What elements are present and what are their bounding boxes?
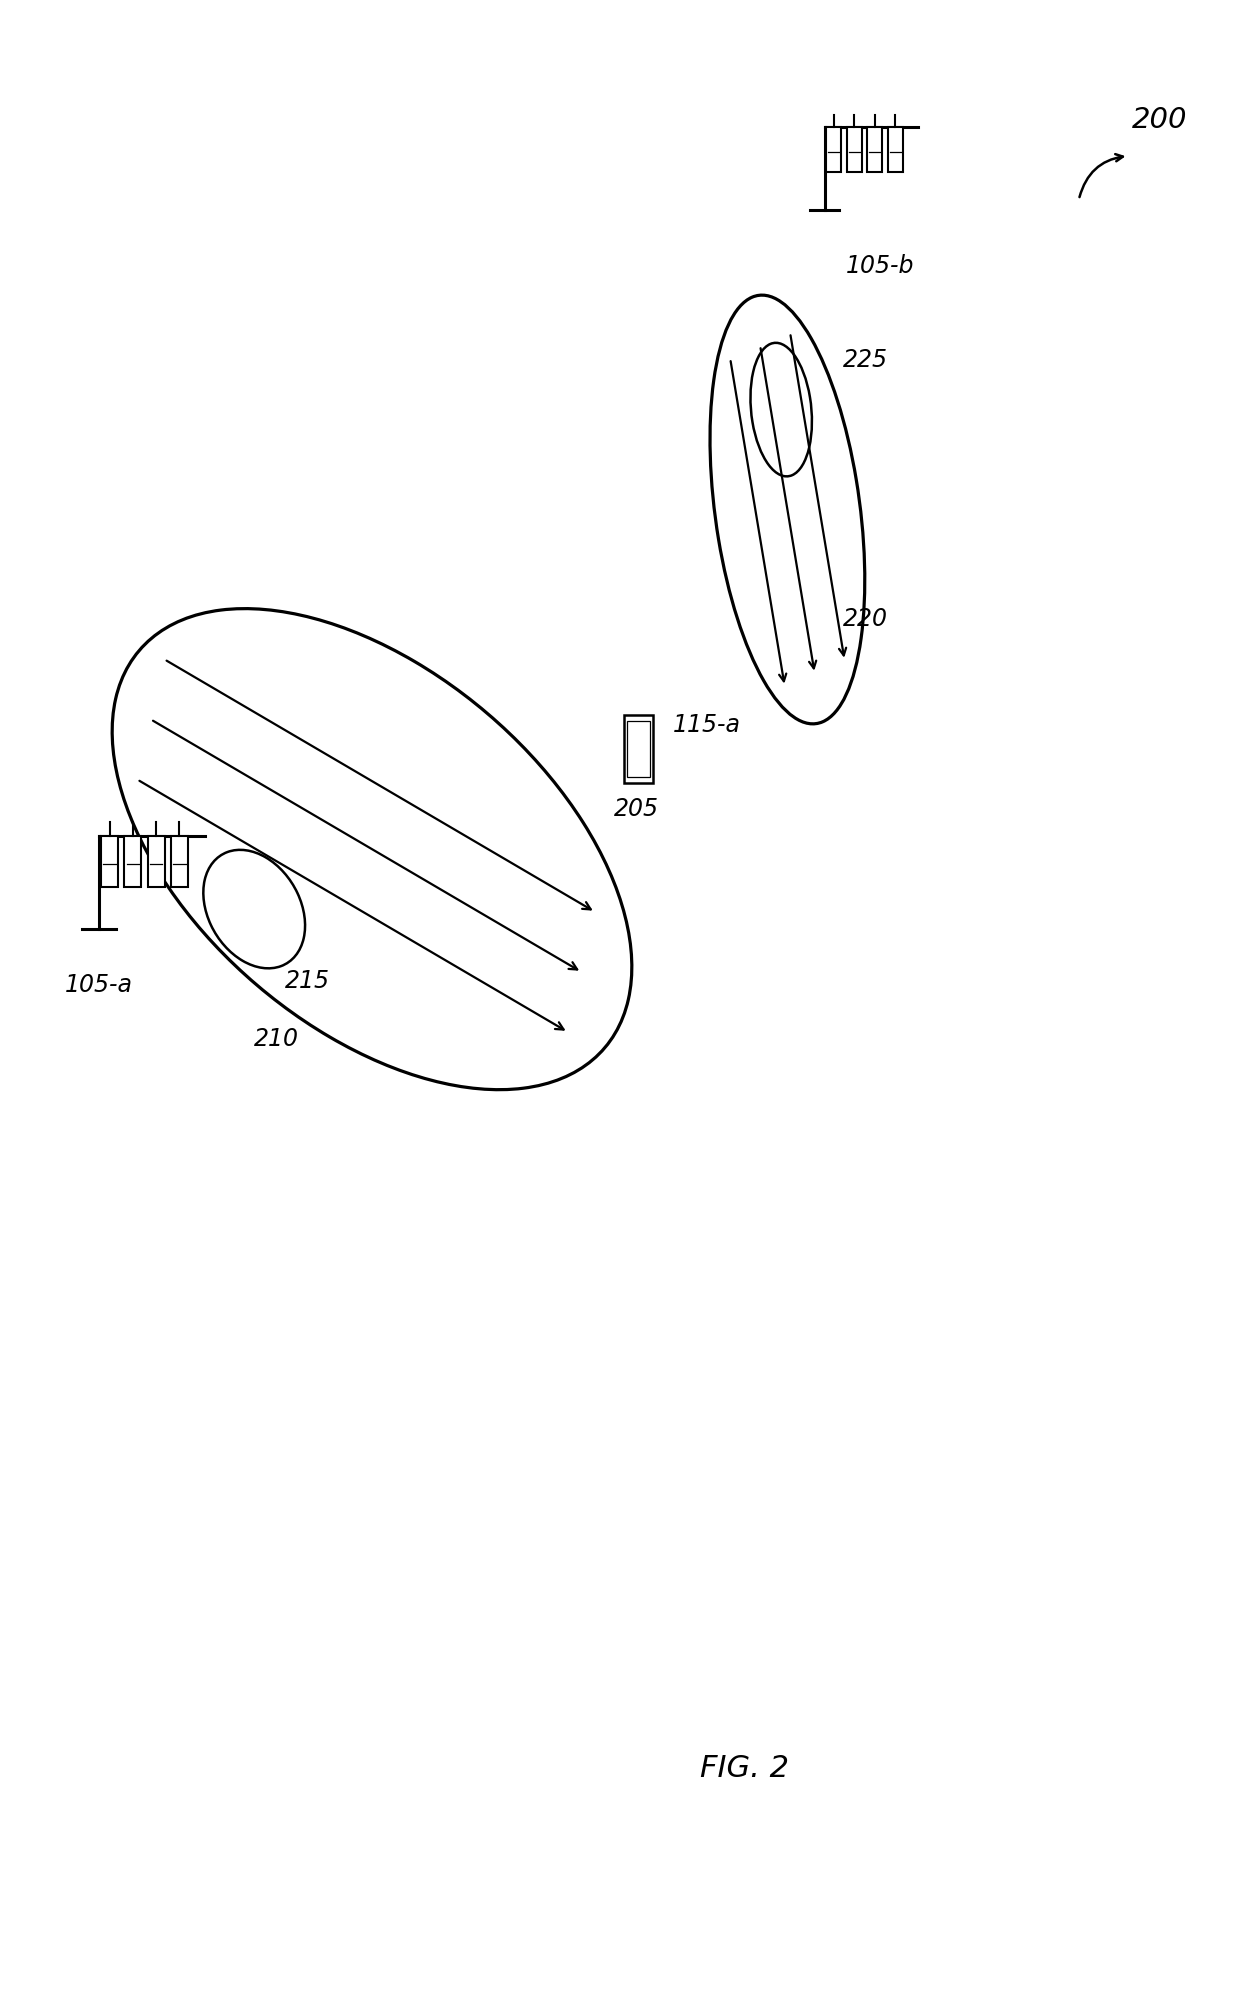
Bar <box>171 835 187 887</box>
Bar <box>124 835 141 887</box>
Bar <box>847 128 862 172</box>
Text: 225: 225 <box>843 348 888 372</box>
Text: 105-a: 105-a <box>66 973 133 997</box>
Bar <box>102 835 118 887</box>
Bar <box>627 721 650 777</box>
Text: 200: 200 <box>1132 106 1187 134</box>
Bar <box>826 128 841 172</box>
Bar <box>888 128 903 172</box>
Text: 105-b: 105-b <box>846 254 915 278</box>
Bar <box>868 128 883 172</box>
Bar <box>148 835 165 887</box>
Text: 215: 215 <box>285 969 330 993</box>
Text: 115-a: 115-a <box>673 713 742 737</box>
Text: 220: 220 <box>843 607 888 631</box>
Text: 210: 210 <box>254 1027 299 1051</box>
Text: 205: 205 <box>614 797 658 821</box>
Text: FIG. 2: FIG. 2 <box>699 1754 789 1782</box>
Bar <box>624 715 653 783</box>
